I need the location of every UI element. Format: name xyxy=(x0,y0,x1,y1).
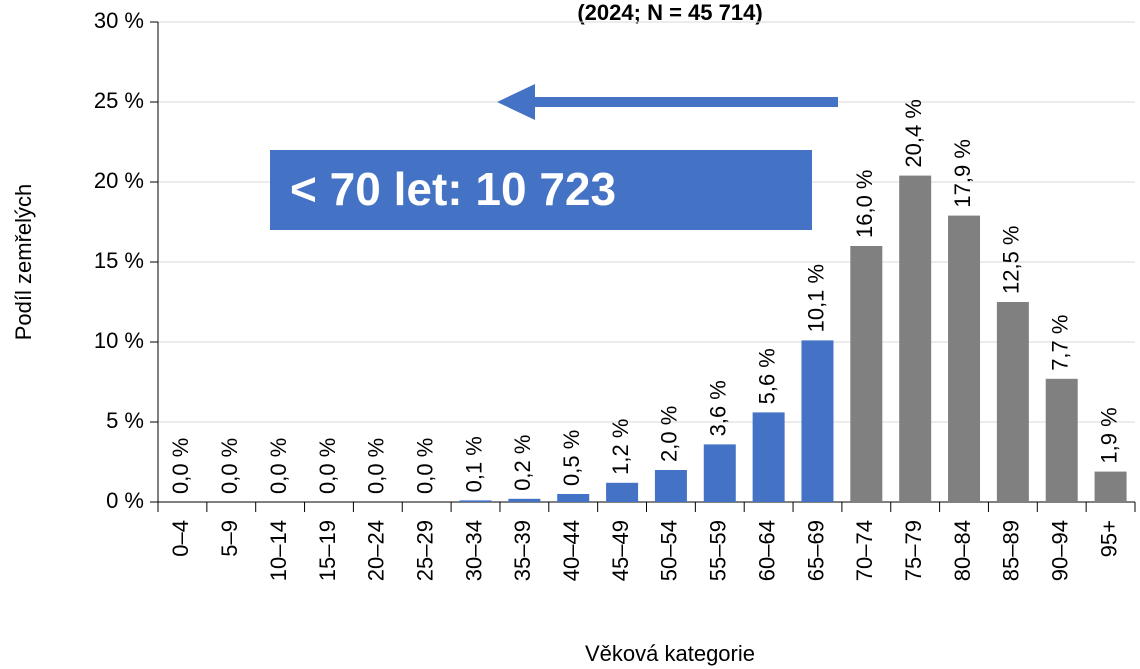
x-tick-label: 55–59 xyxy=(706,520,731,581)
x-tick-label: 20–24 xyxy=(364,520,389,581)
y-tick-label: 20 % xyxy=(94,168,144,193)
x-tick-label: 85–89 xyxy=(999,520,1024,581)
bar xyxy=(1045,378,1078,502)
x-axis-label: Věková kategorie xyxy=(585,641,755,666)
arrow-head xyxy=(497,84,535,120)
data-label: 17,9 % xyxy=(950,139,975,208)
bar xyxy=(557,494,590,502)
data-label: 3,6 % xyxy=(706,380,731,436)
x-tick-label: 50–54 xyxy=(657,520,682,581)
y-tick-label: 25 % xyxy=(94,88,144,113)
x-tick-label: 25–29 xyxy=(412,520,437,581)
x-tick-label: 90–94 xyxy=(1048,520,1073,581)
data-label: 5,6 % xyxy=(754,348,779,404)
x-tick-label: 10–14 xyxy=(266,520,291,581)
data-label: 0,0 % xyxy=(266,438,291,494)
bar xyxy=(801,340,834,502)
data-label: 20,4 % xyxy=(901,99,926,168)
data-label: 12,5 % xyxy=(999,226,1024,295)
data-label: 1,9 % xyxy=(1096,407,1121,463)
y-tick-label: 10 % xyxy=(94,328,144,353)
x-tick-label: 15–19 xyxy=(315,520,340,581)
bar xyxy=(508,498,541,502)
data-label: 0,0 % xyxy=(217,438,242,494)
bar xyxy=(606,482,639,502)
bar xyxy=(1094,471,1127,502)
data-label: 10,1 % xyxy=(803,264,828,333)
bar xyxy=(654,470,687,502)
x-tick-label: 40–44 xyxy=(559,520,584,581)
y-tick-label: 0 % xyxy=(106,488,144,513)
x-tick-label: 35–39 xyxy=(510,520,535,581)
y-tick-label: 5 % xyxy=(106,408,144,433)
data-label: 0,0 % xyxy=(315,438,340,494)
x-tick-label: 0–4 xyxy=(168,520,193,557)
data-label: 0,0 % xyxy=(168,438,193,494)
data-label: 16,0 % xyxy=(852,170,877,239)
x-tick-label: 60–64 xyxy=(754,520,779,581)
bar xyxy=(899,175,932,502)
annotation-box xyxy=(270,150,812,230)
y-tick-label: 30 % xyxy=(94,8,144,33)
x-tick-label: 65–69 xyxy=(803,520,828,581)
x-tick-label: 70–74 xyxy=(852,520,877,581)
bar xyxy=(996,302,1029,502)
x-tick-label: 5–9 xyxy=(217,520,242,557)
bar xyxy=(459,500,492,502)
data-label: 1,2 % xyxy=(608,419,633,475)
data-label: 2,0 % xyxy=(657,406,682,462)
data-label: 7,7 % xyxy=(1048,315,1073,371)
bar xyxy=(703,444,736,502)
y-axis-label: Podíl zemřelých xyxy=(11,184,36,341)
bar xyxy=(752,412,785,502)
data-label: 0,1 % xyxy=(461,436,486,492)
x-tick-label: 45–49 xyxy=(608,520,633,581)
bar xyxy=(948,215,981,502)
bar xyxy=(850,246,883,502)
data-label: 0,5 % xyxy=(559,430,584,486)
x-tick-label: 30–34 xyxy=(461,520,486,581)
chart-subtitle: (2024; N = 45 714) xyxy=(577,0,762,25)
data-label: 0,0 % xyxy=(412,438,437,494)
y-tick-label: 15 % xyxy=(94,248,144,273)
x-tick-label: 80–84 xyxy=(950,520,975,581)
data-label: 0,2 % xyxy=(510,435,535,491)
data-label: 0,0 % xyxy=(364,438,389,494)
x-tick-label: 95+ xyxy=(1096,520,1121,557)
x-tick-label: 75–79 xyxy=(901,520,926,581)
annotation: < 70 let: 10 723 xyxy=(290,163,616,215)
